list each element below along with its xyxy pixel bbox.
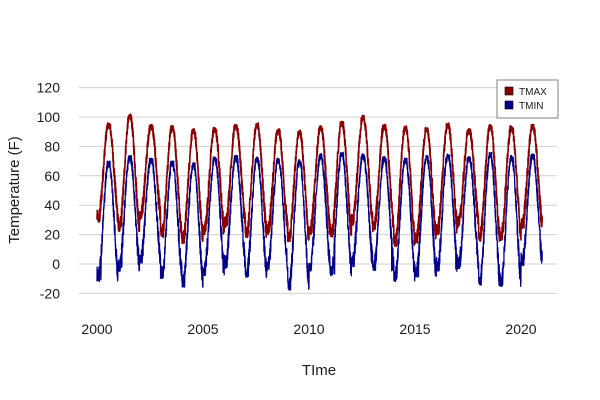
y-tick-label: 80 [44,138,60,154]
x-tick-label: 2020 [505,321,536,337]
legend-label-tmin: TMIN [519,101,543,112]
legend: TMAX TMIN [496,79,559,119]
y-tick-label: 60 [44,168,60,184]
y-axis-title: Temperature (F) [6,136,23,244]
series-line-tmax [96,113,543,247]
series-line-tmin [96,151,543,291]
data-layer [96,113,543,291]
y-tick-label: 120 [37,80,61,96]
legend-box [496,79,559,119]
x-tick-label: 2010 [293,321,324,337]
y-tick-label: 40 [44,197,60,213]
legend-swatch-tmin [504,100,514,110]
x-tick-label: 2000 [81,321,112,337]
y-tick-label: -20 [40,285,60,301]
y-tick-label: 100 [37,109,61,125]
legend-label-tmax: TMAX [519,87,547,98]
y-tick-label: 0 [52,256,60,272]
legend-swatch-tmax [504,86,514,96]
y-tick-label: 20 [44,227,60,243]
axis-layer: -20 0 20 40 60 80 100 120 2000 2005 2010 2015 2020 [37,80,537,337]
x-tick-label: 2015 [399,321,430,337]
x-tick-label: 2005 [187,321,218,337]
x-axis-title: TIme [302,362,336,379]
